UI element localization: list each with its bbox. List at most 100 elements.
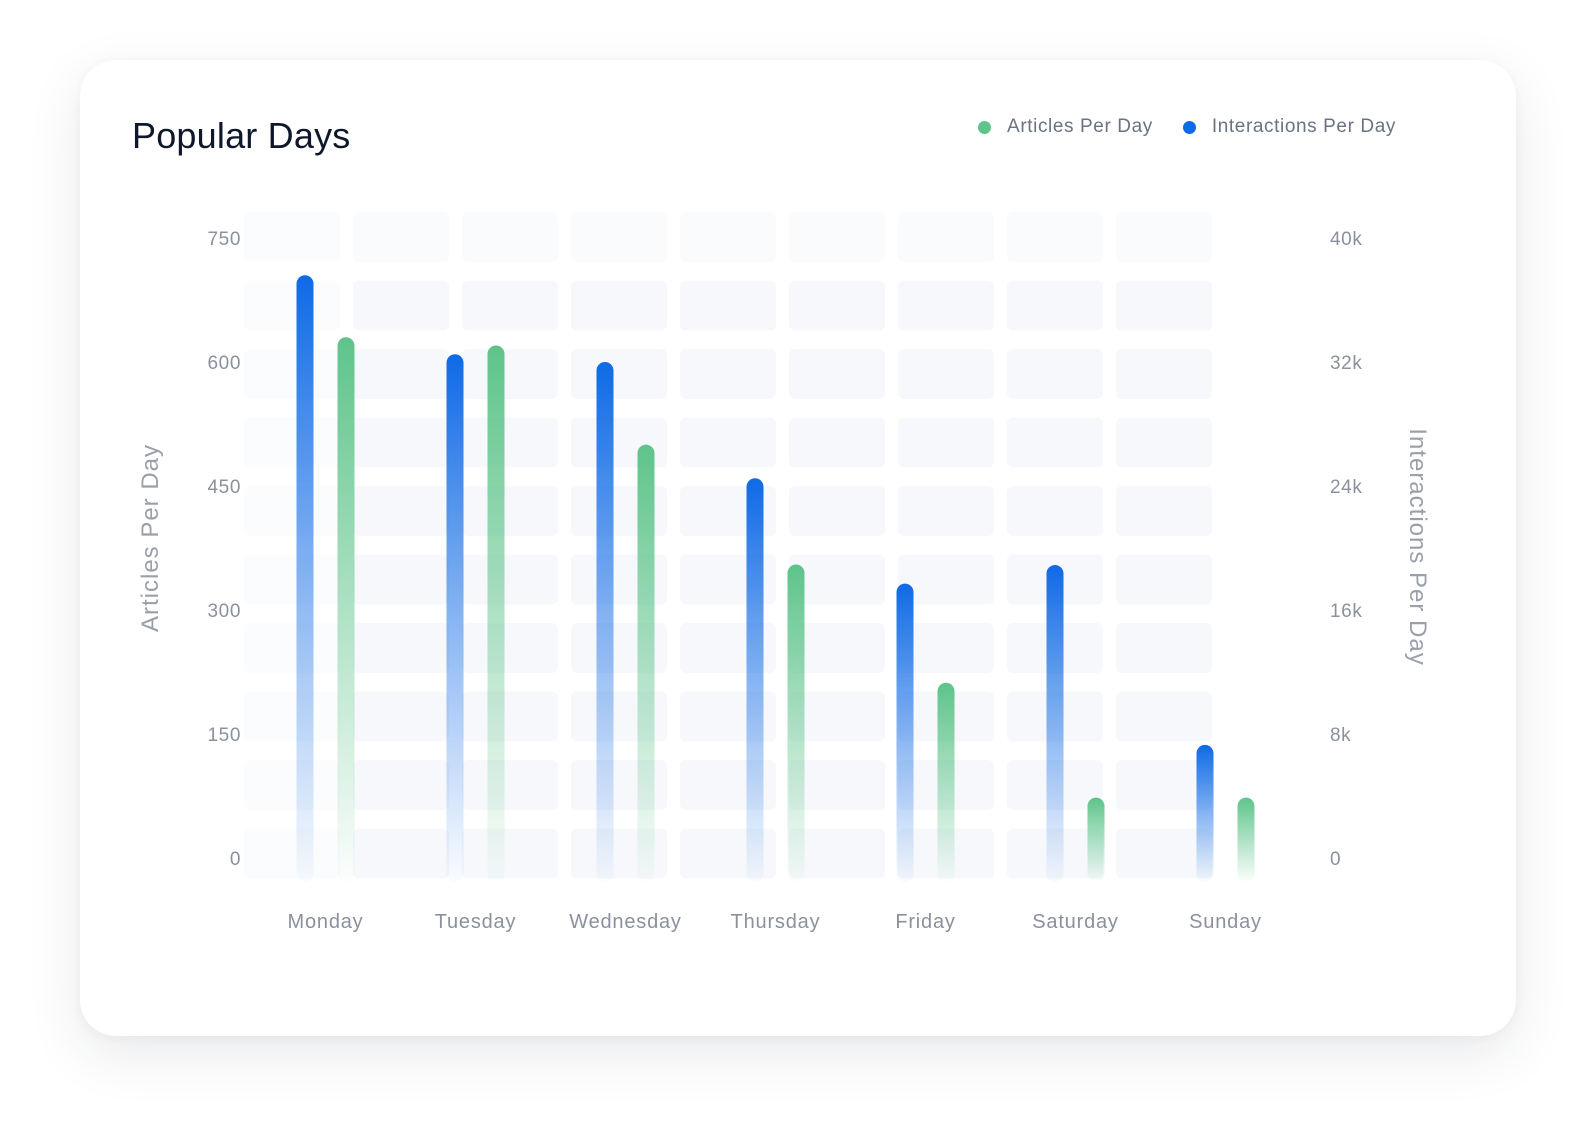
grid-tile	[462, 760, 558, 810]
grid-tile	[244, 828, 340, 879]
x-tick-label: Saturday	[1032, 911, 1118, 933]
bar-interactions-monday[interactable]	[296, 275, 314, 882]
grid-tile	[789, 349, 885, 399]
grid-tile	[462, 417, 558, 468]
grid-tile	[353, 349, 449, 399]
grid-tile	[898, 349, 994, 399]
grid-tile	[462, 623, 558, 673]
legend-interactions-dot-icon	[1182, 120, 1196, 134]
grid-tile	[571, 280, 667, 331]
y-right-tick-label: 40k	[1330, 229, 1362, 250]
bar-articles-sunday[interactable]	[1237, 797, 1255, 882]
grid-tile	[244, 691, 340, 742]
grid-tile	[789, 828, 885, 879]
grid-tile	[898, 417, 994, 468]
bar-articles-wednesday[interactable]	[637, 444, 655, 882]
y-left-tick-label: 300	[207, 601, 241, 622]
grid-tile	[462, 349, 558, 399]
grid-tile	[462, 828, 558, 879]
grid-tile	[353, 554, 449, 605]
grid-tile	[244, 212, 340, 262]
bar-articles-thursday[interactable]	[787, 564, 805, 882]
y-right-tick-label: 24k	[1330, 477, 1362, 498]
x-tick-label: Tuesday	[435, 911, 517, 933]
grid-tile	[680, 212, 776, 262]
grid-tile	[353, 212, 449, 262]
x-tick-label: Friday	[895, 911, 955, 933]
x-tick-label: Monday	[288, 911, 364, 933]
grid-tile	[571, 349, 667, 399]
grid-tile	[789, 486, 885, 536]
bar-chart: Monday Tuesday Wednesday Thursday Friday Satu…	[137, 212, 1431, 933]
legend-interactions-label: Interactions Per Day	[1211, 116, 1396, 137]
grid-tile	[244, 760, 340, 810]
y-right-tick-label: 32k	[1330, 353, 1362, 374]
grid-tile	[353, 486, 449, 536]
grid-tile	[244, 417, 340, 468]
legend-articles-dot-icon	[978, 120, 992, 134]
grid-tile	[462, 212, 558, 262]
grid-tile	[353, 760, 449, 810]
grid-tile	[789, 417, 885, 468]
bar-interactions-thursday[interactable]	[746, 478, 764, 882]
grid-tile	[680, 349, 776, 399]
bar-articles-tuesday[interactable]	[487, 345, 505, 882]
grid-tile	[898, 486, 994, 536]
x-tick-label: Wednesday	[569, 911, 681, 933]
grid-tile	[353, 828, 449, 879]
grid-tile	[462, 486, 558, 536]
grid-tile	[1116, 691, 1212, 742]
grid-tile	[1007, 212, 1103, 262]
grid-tile	[1116, 554, 1212, 605]
bar-interactions-friday[interactable]	[896, 583, 914, 882]
y-right-tick-label: 8k	[1330, 725, 1351, 746]
legend-item-interactions[interactable]: Interactions Per Day	[1182, 116, 1396, 138]
grid-tile	[789, 623, 885, 673]
grid-tile	[353, 280, 449, 331]
grid-tile	[898, 554, 994, 605]
grid-tile	[789, 212, 885, 262]
grid-tile	[1116, 280, 1212, 331]
y-left-axis-title: Articles Per Day	[137, 444, 164, 632]
grid-tile	[1116, 828, 1212, 879]
grid-tile	[1007, 349, 1103, 399]
chart-legend: Articles Per Day Interactions Per Day	[978, 116, 1396, 138]
grid-tile	[680, 280, 776, 331]
grid-tile	[353, 417, 449, 468]
bar-interactions-sunday[interactable]	[1196, 744, 1214, 882]
y-left-tick-label: 750	[207, 229, 241, 250]
chart-title: Popular Days	[132, 115, 351, 156]
grid-tile	[1116, 349, 1212, 399]
grid-tile	[1007, 486, 1103, 536]
grid-tile	[244, 280, 340, 331]
grid-tile	[1116, 212, 1212, 262]
grid-tile	[244, 623, 340, 673]
grid-tile	[244, 486, 340, 536]
grid-tile	[898, 623, 994, 673]
bar-interactions-saturday[interactable]	[1046, 565, 1064, 882]
grid-tile	[462, 280, 558, 331]
legend-item-articles[interactable]: Articles Per Day	[978, 116, 1153, 138]
y-left-tick-label: 150	[207, 725, 241, 746]
grid-tile	[898, 212, 994, 262]
y-left-tick-label: 600	[207, 353, 241, 374]
bar-interactions-wednesday[interactable]	[596, 362, 614, 882]
grid-tile	[789, 691, 885, 742]
bar-articles-monday[interactable]	[337, 337, 355, 882]
grid-tile	[789, 280, 885, 331]
x-tick-label: Thursday	[731, 911, 821, 933]
grid-tile	[1007, 417, 1103, 468]
grid-tile	[1116, 486, 1212, 536]
bar-interactions-tuesday[interactable]	[446, 354, 464, 882]
grid-tile	[353, 691, 449, 742]
grid-tile	[462, 554, 558, 605]
legend-articles-label: Articles Per Day	[1007, 116, 1153, 137]
bar-articles-saturday[interactable]	[1087, 797, 1105, 882]
grid-tile	[789, 554, 885, 605]
y-left-tick-label: 0	[230, 849, 241, 870]
grid-tile	[1116, 623, 1212, 673]
grid-tile	[571, 212, 667, 262]
y-right-tick-label: 16k	[1330, 601, 1362, 622]
grid-tile	[1007, 280, 1103, 331]
bar-articles-friday[interactable]	[937, 682, 955, 882]
